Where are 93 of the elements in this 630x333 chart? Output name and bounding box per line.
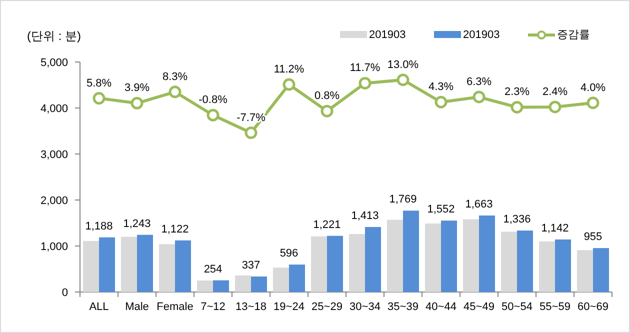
point [510,100,524,114]
data-label: 1,663 [465,198,493,210]
bar [555,239,571,292]
point [586,96,600,110]
x-tick-label: 19~24 [274,301,304,313]
x-tick-label: 45~49 [464,301,494,313]
x-tick-label: 7~12 [200,301,226,313]
data-label: 4.3% [428,81,454,94]
data-label: 1,221 [313,218,341,231]
data-label: 2.4% [542,86,568,98]
bar [213,280,229,292]
point [206,108,220,122]
data-label: 4.0% [580,82,606,94]
legend-label: 201903 [463,29,500,41]
y-tick-label: 4,000 [40,103,68,115]
bar [539,241,555,292]
data-label: 3.9% [124,82,150,94]
data-label: 1,552 [427,204,455,216]
x-tick-label: 30~34 [350,301,380,313]
point [548,100,562,114]
x-tick-label: 50~54 [502,301,532,313]
bar [235,275,251,292]
bar [403,210,419,292]
x-tick-label: 13~18 [236,301,266,313]
point [282,78,296,91]
bar [99,237,115,292]
data-label: 1,142 [541,222,569,234]
point [92,92,106,105]
data-label: 11.7% [350,62,380,74]
point [396,74,410,86]
y-tick-label: 2,000 [40,195,68,207]
x-tick-label: 55~59 [540,301,570,313]
data-label: 0.8% [314,90,340,102]
data-label: 11.2% [274,63,304,76]
x-tick-label: Male [125,301,149,313]
bar [289,264,305,292]
point [358,76,372,90]
bar [137,234,153,292]
x-tick-label: 40~44 [426,301,456,313]
bar [197,280,213,292]
point [472,90,486,104]
bar [121,236,137,292]
bar [501,232,517,292]
point [434,96,448,108]
data-label: 2.3% [504,86,530,98]
legend-label: 201903 [369,29,406,41]
bar [387,220,403,292]
bar [593,248,609,292]
data-label: 1,413 [351,210,379,222]
bar [463,219,479,292]
point [244,126,258,140]
y-tick-label: 1,000 [40,241,68,253]
x-tick-label: 25~29 [312,301,342,313]
data-label: 8.3% [162,70,188,83]
bar [517,230,533,292]
bar [311,236,327,292]
bar [273,268,289,292]
bar [251,276,267,292]
x-tick-label: 60~69 [578,301,608,313]
point [130,96,144,110]
y-tick-label: 0 [62,287,68,299]
bar [365,227,381,292]
point [168,86,182,98]
bar [83,240,99,292]
data-label: 6.3% [466,76,492,88]
data-label: 1,243 [123,218,151,230]
data-label: 596 [280,248,298,260]
legend-label: 증감률 [557,29,590,41]
y-tick-label: 3,000 [40,149,68,161]
data-label: 1,336 [503,214,531,226]
text: (단위 : 분) [27,29,81,43]
x-tick-label: 35~39 [388,301,418,313]
data-label: 5.8% [86,77,112,90]
bar [479,216,495,292]
bar [349,234,365,292]
bar [577,250,593,292]
x-tick-label: Female [156,301,194,313]
data-label: 1,769 [389,194,417,206]
x-tick-label: ALL [89,301,109,313]
bar [327,236,343,292]
data-label: 337 [242,260,260,272]
data-label: 13.0% [387,58,419,71]
data-label: 1,188 [85,220,113,232]
data-label: 254 [204,263,222,276]
y-tick-label: 5,000 [40,57,68,69]
point [320,104,334,118]
data-label: 955 [584,231,602,244]
bar [159,244,175,292]
bar [441,220,457,292]
bar [425,223,441,292]
bar [175,240,191,292]
data-label: 1,122 [161,223,189,236]
data-label: -0.8% [198,94,228,106]
